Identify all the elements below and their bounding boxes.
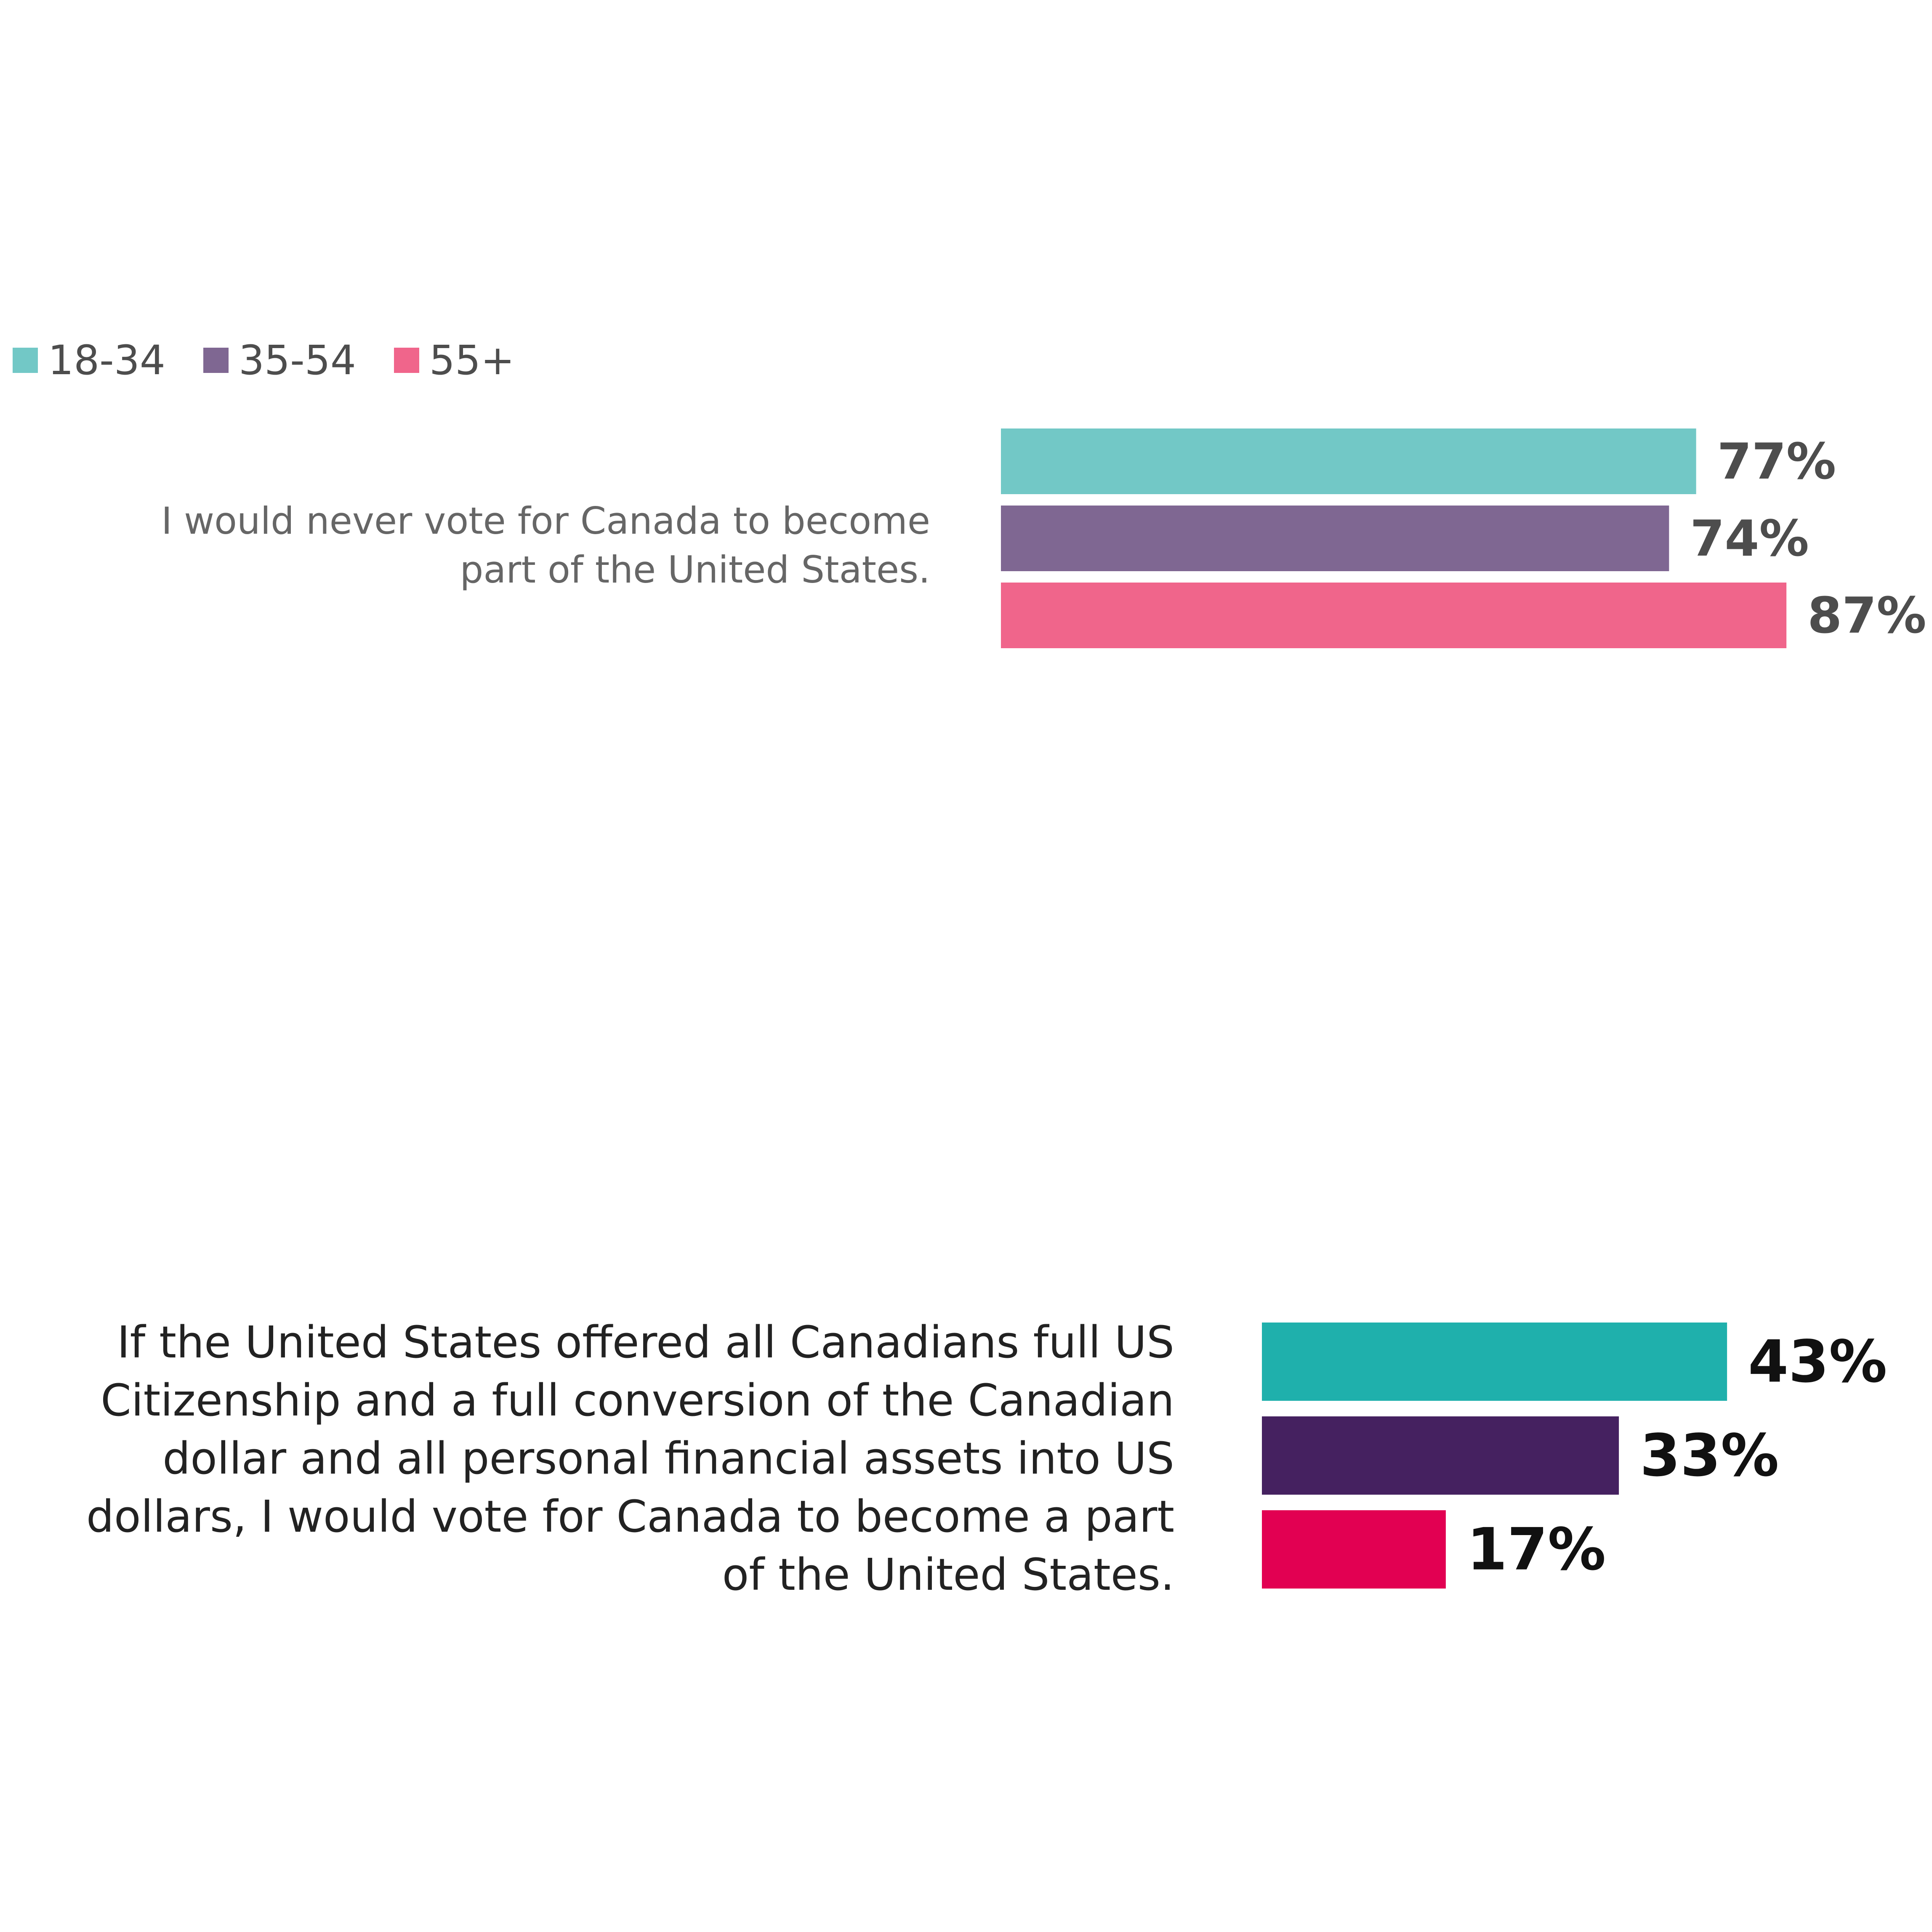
question-2-label: If the United States offered all Canadia… [86, 1317, 1174, 1600]
legend-swatch-35-54 [203, 348, 229, 373]
bar-q1-55-plus [1001, 583, 1787, 648]
bar-q2-55-plus [1262, 1510, 1446, 1589]
bar-q2-35-54 [1262, 1416, 1619, 1495]
bar-q2-18-34 [1262, 1323, 1727, 1401]
question-1-label: I would never vote for Canada to become … [161, 499, 930, 591]
legend-label-55-plus: 55+ [429, 337, 515, 384]
bar-q1-18-34 [1001, 428, 1696, 494]
legend-label-35-54: 35-54 [238, 337, 356, 384]
data-label-q2-18-34: 43% [1748, 1328, 1887, 1396]
legend-item-35-54: 35-54 [203, 337, 356, 384]
data-label-q1-18-34: 77% [1717, 432, 1836, 490]
legend-swatch-55-plus [394, 348, 419, 373]
data-label-q2-35-54: 33% [1640, 1422, 1779, 1490]
legend-label-18-34: 18-34 [48, 337, 165, 384]
legend-item-55-plus: 55+ [394, 337, 515, 384]
data-label-q1-35-54: 74% [1690, 509, 1809, 567]
bar-q1-35-54 [1001, 506, 1669, 571]
legend-swatch-18-34 [13, 348, 38, 373]
legend-item-18-34: 18-34 [13, 337, 165, 384]
legend: 18-34 35-54 55+ [13, 337, 515, 384]
data-label-q1-55-plus: 87% [1807, 586, 1926, 644]
data-label-q2-55-plus: 17% [1467, 1516, 1606, 1583]
